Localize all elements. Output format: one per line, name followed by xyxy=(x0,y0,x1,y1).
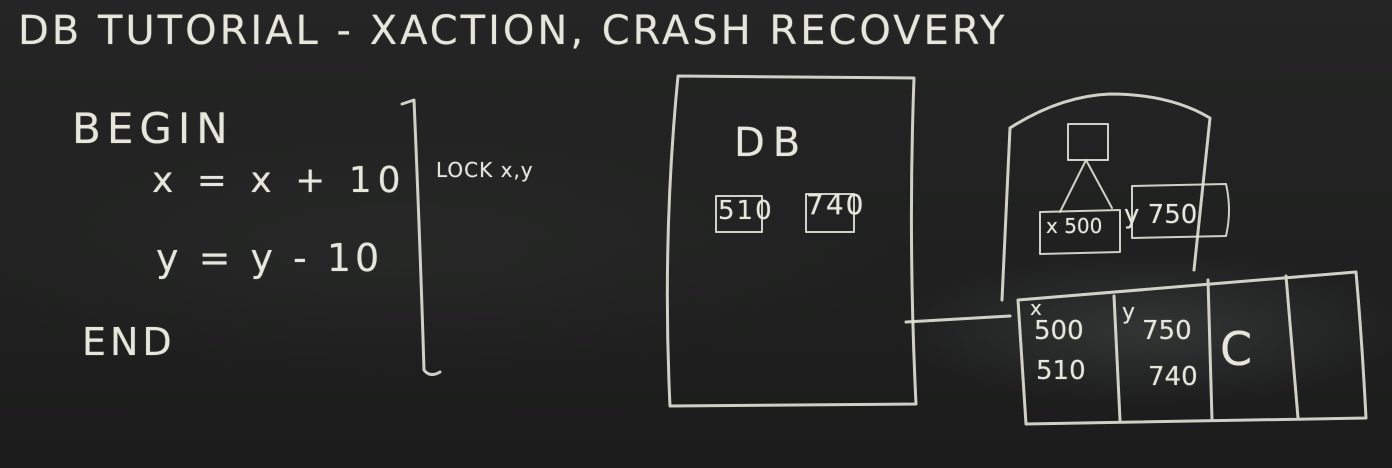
log-x-label: x xyxy=(1030,296,1044,320)
buffer-page xyxy=(1039,183,1230,255)
statement-x: x = x + 10 xyxy=(152,160,407,201)
tree-root-node xyxy=(1067,123,1109,161)
database-box xyxy=(665,74,918,408)
statement-y: y = y - 10 xyxy=(156,236,384,280)
db-x-value: 510 xyxy=(718,196,774,226)
log-y-old-value: 750 xyxy=(1142,316,1192,346)
log-table xyxy=(1016,270,1368,426)
tree-edges xyxy=(1059,159,1113,213)
connection-line xyxy=(904,314,1012,324)
db-y-box xyxy=(805,193,855,233)
log-y-new-value: 740 xyxy=(1148,362,1198,392)
transaction-bracket xyxy=(400,98,442,377)
lock-note: LOCK x,y xyxy=(436,158,534,182)
log-y-label: y xyxy=(1122,300,1138,325)
database-label: DB xyxy=(734,120,809,166)
db-x-box xyxy=(715,195,763,233)
log-x-new-value: 510 xyxy=(1036,356,1086,386)
buffer-x-cell: x 500 xyxy=(1046,214,1103,238)
begin-keyword: BEGIN xyxy=(72,104,234,153)
log-x-old-value: 500 xyxy=(1034,316,1084,346)
log-commit-marker: C xyxy=(1220,322,1255,376)
buffer-pool-outline xyxy=(1000,92,1212,302)
end-keyword: END xyxy=(82,320,176,364)
buffer-y-cell: y 750 xyxy=(1124,200,1198,230)
db-y-value: 740 xyxy=(806,188,866,221)
board-title: DB TUTORIAL - XACTION, CRASH RECOVERY xyxy=(18,8,1008,54)
